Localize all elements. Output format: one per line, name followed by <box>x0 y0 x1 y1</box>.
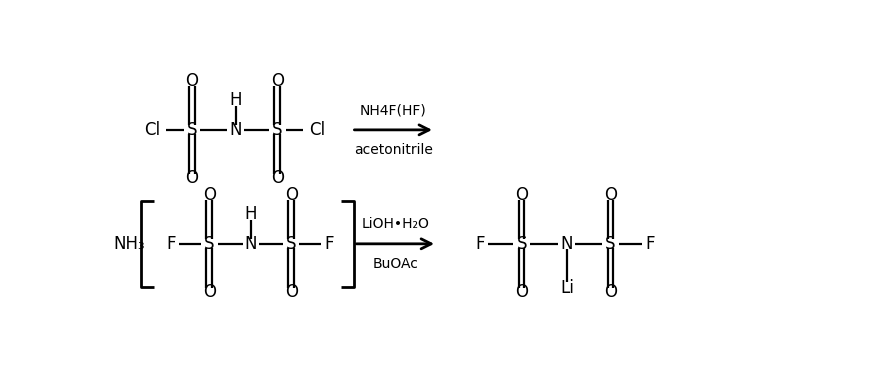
Text: S: S <box>606 235 616 253</box>
Text: O: O <box>515 283 529 301</box>
Text: S: S <box>204 235 214 253</box>
Text: F: F <box>645 235 655 253</box>
Text: Li: Li <box>560 279 573 297</box>
Text: O: O <box>285 283 297 301</box>
Text: O: O <box>185 73 198 90</box>
Text: LiOH•H₂O: LiOH•H₂O <box>361 217 429 231</box>
Text: O: O <box>202 186 216 204</box>
Text: NH4F(HF): NH4F(HF) <box>360 103 426 117</box>
Text: O: O <box>202 283 216 301</box>
Text: O: O <box>604 283 617 301</box>
Text: S: S <box>516 235 527 253</box>
Text: F: F <box>475 235 485 253</box>
Text: F: F <box>324 235 334 253</box>
Text: O: O <box>604 186 617 204</box>
Text: N: N <box>245 235 257 253</box>
Text: O: O <box>515 186 529 204</box>
Text: NH₃: NH₃ <box>114 235 145 253</box>
Text: S: S <box>272 121 282 139</box>
Text: O: O <box>185 169 198 187</box>
Text: BuOAc: BuOAc <box>373 257 418 270</box>
Text: Cl: Cl <box>309 121 325 139</box>
Text: O: O <box>271 73 284 90</box>
Text: O: O <box>271 169 284 187</box>
Text: N: N <box>561 235 573 253</box>
Text: S: S <box>186 121 197 139</box>
Text: F: F <box>167 235 176 253</box>
Text: acetonitrile: acetonitrile <box>354 143 433 157</box>
Text: S: S <box>286 235 297 253</box>
Text: N: N <box>229 121 242 139</box>
Text: Cl: Cl <box>144 121 160 139</box>
Text: H: H <box>229 91 242 109</box>
Text: H: H <box>245 205 257 223</box>
Text: O: O <box>285 186 297 204</box>
